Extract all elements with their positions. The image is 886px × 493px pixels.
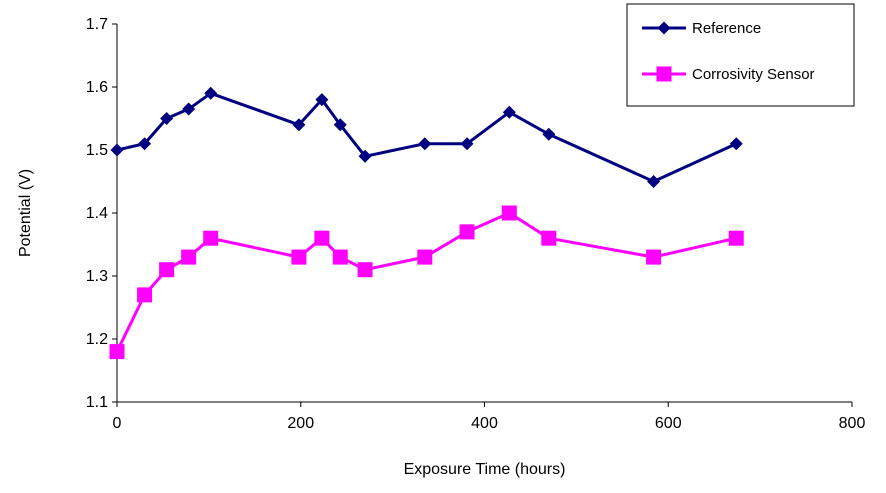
reference-point [138, 137, 152, 151]
reference-point [502, 105, 516, 119]
y-tick-label: 1.6 [86, 79, 108, 96]
legend-label: Corrosivity Sensor [692, 66, 815, 83]
corrosivity-sensor-point [646, 249, 662, 265]
y-axis-title: Potential (V) [17, 169, 34, 257]
y-tick-label: 1.1 [86, 394, 108, 411]
legend: Reference Corrosivity Sensor [626, 3, 855, 107]
corrosivity-sensor-point [541, 230, 557, 246]
legend-swatch-marker [656, 66, 672, 82]
y-tick-label: 1.2 [86, 331, 108, 348]
legend-label: Reference [692, 20, 761, 37]
reference-point [160, 112, 174, 125]
x-tick-label: 600 [655, 415, 682, 432]
series-reference [110, 86, 743, 188]
y-tick-label: 1.7 [86, 16, 108, 33]
x-tick-label: 200 [287, 415, 314, 432]
x-tick-label: 400 [471, 415, 498, 432]
x-axis-title: Exposure Time (hours) [404, 461, 566, 478]
y-tick-label: 1.3 [86, 268, 108, 285]
y-tick-label: 1.4 [86, 205, 108, 222]
corrosivity-sensor-point [159, 262, 175, 278]
legend-box [626, 3, 855, 107]
reference-point [647, 175, 661, 188]
reference-point [292, 118, 306, 132]
corrosivity-sensor-point [728, 230, 744, 246]
series-corrosivity-sensor [109, 205, 744, 360]
corrosivity-sensor-point [417, 249, 433, 265]
corrosivity-sensor-point [459, 224, 475, 240]
reference-point [204, 86, 218, 100]
reference-point [182, 102, 196, 116]
legend-items: Reference Corrosivity Sensor [642, 20, 815, 83]
legend-item-corrosivity-sensor: Corrosivity Sensor [642, 66, 815, 83]
corrosivity-sensor-point [501, 205, 517, 221]
corrosivity-sensor-point [203, 230, 219, 246]
x-tick-label: 0 [113, 415, 122, 432]
reference-point [460, 137, 474, 151]
corrosivity-sensor-point [109, 344, 125, 360]
reference-point [418, 137, 432, 151]
legend-item-reference: Reference [642, 20, 761, 37]
corrosivity-sensor-point [291, 249, 307, 265]
reference-line [116, 91, 737, 183]
legend-swatch-marker [657, 21, 671, 35]
series-layer [109, 86, 744, 360]
y-tick-label: 1.5 [86, 142, 108, 159]
reference-point [729, 137, 743, 151]
corrosivity-sensor-point [332, 249, 348, 265]
ticks: 1.1 1.2 1.3 1.4 1.5 1.6 1.7 0 200 400 600 800 [86, 16, 866, 432]
corrosivity-sensor-point [181, 249, 197, 265]
reference-point [542, 127, 556, 141]
corrosivity-sensor-point [357, 262, 373, 278]
reference-point [333, 118, 347, 132]
reference-point [110, 143, 124, 157]
reference-point [315, 93, 329, 107]
x-tick-label: 800 [839, 415, 866, 432]
reference-point [358, 149, 372, 163]
corrosivity-sensor-point [314, 230, 330, 246]
corrosivity-sensor-point [137, 287, 153, 303]
